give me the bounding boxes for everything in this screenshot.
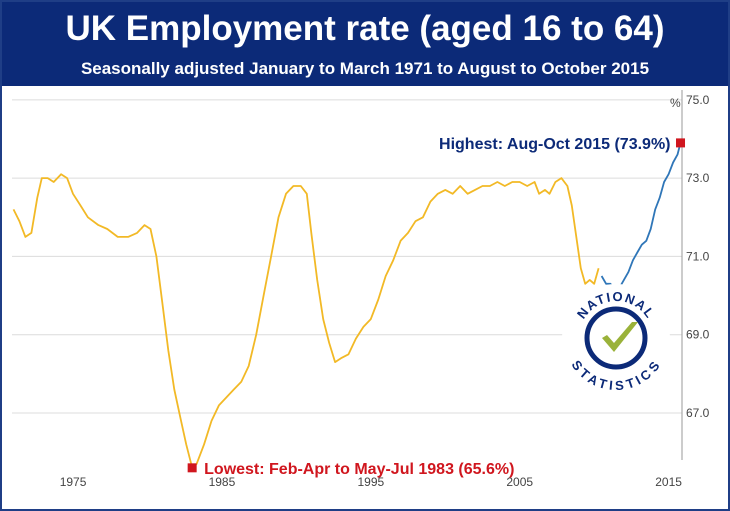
- x-tick-label: 1995: [357, 475, 384, 489]
- series-line-2: [600, 142, 682, 293]
- chart-subtitle: Seasonally adjusted January to March 197…: [80, 59, 650, 78]
- annotation-highest: Highest: Aug-Oct 2015 (73.9%): [439, 136, 670, 153]
- checkmark-icon: [602, 322, 638, 352]
- x-tick-label: 2015: [655, 475, 682, 489]
- y-tick-label: 71.0: [686, 249, 710, 263]
- x-tick-label: 1975: [60, 475, 87, 489]
- national-statistics-logo: NATIONAL STATISTICS: [562, 284, 670, 393]
- data-point-marker: [676, 138, 686, 148]
- chart-title: UK Employment rate (aged 16 to 64): [65, 9, 665, 48]
- annotation-lowest: Lowest: Feb-Apr to May-Jul 1983 (65.6%): [204, 461, 514, 478]
- title-banner: UK Employment rate (aged 16 to 64) Seaso…: [2, 2, 728, 86]
- y-unit-label: %: [670, 96, 681, 110]
- series-line-1: [12, 173, 600, 469]
- y-tick-label: 67.0: [686, 406, 710, 420]
- data-point-marker: [187, 463, 197, 473]
- y-tick-label: 73.0: [686, 171, 710, 185]
- y-tick-label: 75.0: [686, 93, 710, 107]
- logo-ring: [584, 306, 648, 370]
- y-tick-label: 69.0: [686, 328, 710, 342]
- x-tick-label: 2005: [506, 475, 533, 489]
- x-tick-label: 1985: [209, 475, 236, 489]
